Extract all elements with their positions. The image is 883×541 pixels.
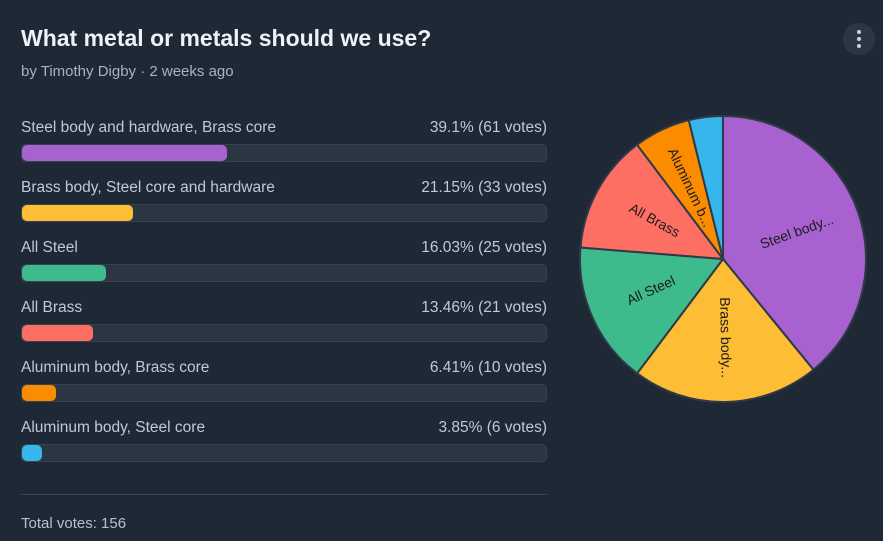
pie-slice-label: Brass body... xyxy=(717,297,735,378)
option-bar-fill xyxy=(22,445,43,461)
option-bar-fill xyxy=(22,325,93,341)
option-bar-track xyxy=(21,204,547,222)
poll-options: Steel body and hardware, Brass core 39.1… xyxy=(21,118,547,478)
pie-slice xyxy=(579,246,725,375)
option-bar-track xyxy=(21,384,547,402)
more-options-button[interactable] xyxy=(843,23,875,55)
option-result: 6.41% (10 votes) xyxy=(429,359,547,376)
option-bar-fill xyxy=(22,385,56,401)
total-votes: Total votes: 156 xyxy=(21,515,127,532)
option-result: 3.85% (6 votes) xyxy=(438,419,547,436)
option-bar-track xyxy=(21,444,547,462)
poll-option: Aluminum body, Steel core 3.85% (6 votes… xyxy=(21,418,547,478)
option-label: Aluminum body, Brass core xyxy=(21,359,210,376)
more-vertical-icon xyxy=(857,30,861,34)
option-bar-fill xyxy=(22,205,133,221)
option-bar-track xyxy=(21,264,547,282)
option-result: 16.03% (25 votes) xyxy=(421,239,547,256)
poll-option: Brass body, Steel core and hardware 21.1… xyxy=(21,178,547,238)
option-result: 13.46% (21 votes) xyxy=(421,299,547,316)
option-label: All Brass xyxy=(21,299,83,316)
option-label: All Steel xyxy=(21,239,78,256)
pie-slice xyxy=(635,257,815,403)
option-result: 39.1% (61 votes) xyxy=(429,119,547,136)
poll-byline: by Timothy Digby · 2 weeks ago xyxy=(21,63,234,80)
option-bar-track xyxy=(21,324,547,342)
option-result: 21.15% (33 votes) xyxy=(421,179,547,196)
poll-option: All Brass 13.46% (21 votes) xyxy=(21,298,547,358)
option-label: Aluminum body, Steel core xyxy=(21,419,206,436)
pie-slice xyxy=(687,114,724,260)
option-label: Brass body, Steel core and hardware xyxy=(21,179,275,196)
pie-slice xyxy=(722,114,867,372)
option-bar-fill xyxy=(22,265,106,281)
poll-option: Steel body and hardware, Brass core 39.1… xyxy=(21,118,547,178)
divider xyxy=(21,494,547,495)
poll-title: What metal or metals should we use? xyxy=(21,25,432,51)
option-bar-track xyxy=(21,144,547,162)
option-bar-fill xyxy=(22,145,227,161)
pie-slice xyxy=(579,143,726,261)
option-label: Steel body and hardware, Brass core xyxy=(21,119,277,136)
poll-option: Aluminum body, Brass core 6.41% (10 vote… xyxy=(21,358,547,418)
poll-option: All Steel 16.03% (25 votes) xyxy=(21,238,547,298)
